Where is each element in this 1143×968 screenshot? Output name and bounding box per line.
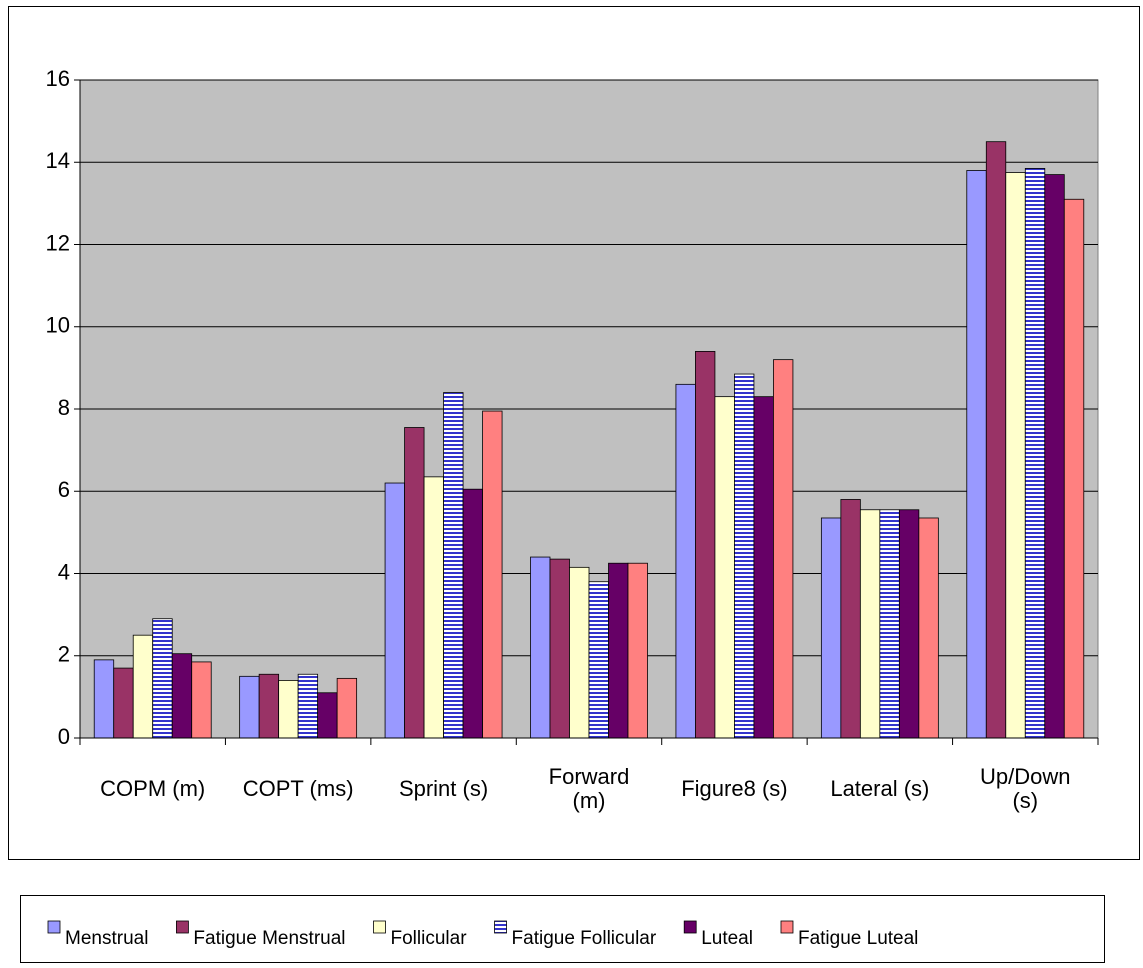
bar <box>443 392 464 739</box>
legend-swatch <box>47 920 61 934</box>
legend-label: Fatigue Menstrual <box>193 928 345 949</box>
x-tick-label: Up/Down (s) <box>980 764 1070 813</box>
bar <box>152 618 173 739</box>
bar <box>258 673 280 739</box>
bar <box>966 170 987 739</box>
y-tick-label: 0 <box>58 724 70 749</box>
x-tick-label: Lateral (s) <box>830 776 929 801</box>
bar <box>734 373 755 739</box>
bar <box>549 558 570 739</box>
y-tick-label: 14 <box>46 148 70 173</box>
bar <box>879 509 900 739</box>
bar <box>462 488 483 739</box>
bar <box>530 556 551 739</box>
x-tick-label: Sprint (s) <box>399 776 488 801</box>
bar <box>1005 172 1026 739</box>
bar <box>384 482 405 739</box>
legend-label: Fatigue Luteal <box>798 928 918 949</box>
bar <box>714 396 735 739</box>
y-tick-label: 12 <box>46 230 70 255</box>
y-tick-label: 4 <box>58 559 70 584</box>
bar <box>113 667 134 739</box>
bar <box>297 673 319 739</box>
bar <box>627 562 648 739</box>
y-tick-label: 16 <box>46 66 70 91</box>
bar <box>317 692 338 739</box>
bar <box>840 499 861 739</box>
bar <box>675 383 696 739</box>
legend-frame <box>20 895 1105 963</box>
bar <box>918 517 939 739</box>
bar <box>93 659 115 739</box>
x-tick-label: Forward (m) <box>549 764 630 813</box>
y-tick-label: 10 <box>46 313 70 338</box>
legend-label: Follicular <box>391 928 468 949</box>
legend-label: Fatigue Follicular <box>512 928 657 949</box>
bar <box>569 566 590 739</box>
legend-swatch <box>373 920 386 934</box>
legend-swatch <box>176 920 189 934</box>
bar <box>695 351 716 739</box>
bar <box>278 680 299 739</box>
bar <box>482 410 503 739</box>
bar <box>191 661 212 739</box>
bar <box>404 427 425 739</box>
legend-swatch <box>780 920 794 934</box>
bar <box>773 359 794 739</box>
bar <box>753 396 774 739</box>
bar <box>859 509 881 739</box>
bar <box>985 141 1007 739</box>
legend-swatch <box>494 920 507 934</box>
y-tick-label: 2 <box>58 642 70 667</box>
y-tick-label: 8 <box>58 395 70 420</box>
legend-label: Menstrual <box>65 928 148 949</box>
bar <box>820 517 842 739</box>
bar <box>132 634 154 739</box>
legend-swatch <box>683 920 697 934</box>
legend: Menstrual Fatigue Menstrual Follicular Fati… <box>47 920 918 949</box>
y-tick-label: 6 <box>58 477 70 502</box>
x-tick-label: Figure8 (s) <box>681 776 787 801</box>
bar <box>336 677 358 739</box>
bar <box>423 476 444 739</box>
bar <box>898 509 920 739</box>
bar <box>608 562 629 739</box>
bar <box>171 653 193 739</box>
bar <box>239 675 260 739</box>
bar <box>1044 174 1065 739</box>
bar <box>588 581 609 739</box>
x-tick-label: COPT (ms) <box>243 776 354 801</box>
bar <box>1024 168 1046 739</box>
legend-label: Luteal <box>701 928 753 949</box>
x-tick-label: COPM (m) <box>100 776 205 801</box>
bar <box>1063 198 1085 739</box>
